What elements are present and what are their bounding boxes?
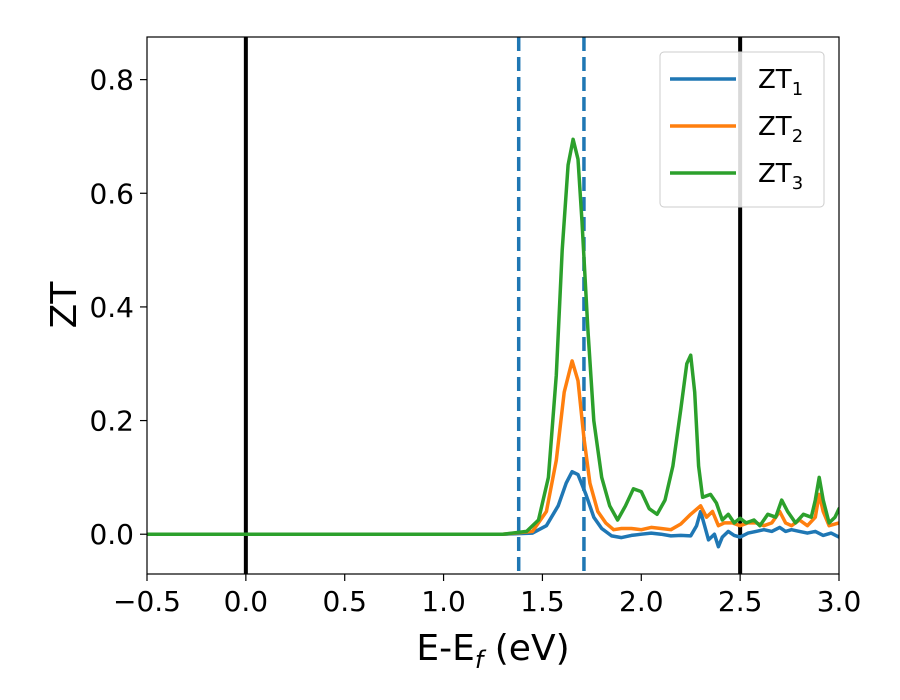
y-tick-label: 0.6 — [89, 177, 134, 210]
x-tick-label: 2.5 — [718, 585, 763, 618]
legend-label-zt3: ZT3 — [758, 159, 803, 194]
x-tick-label: 3.0 — [817, 585, 862, 618]
y-axis-label: ZT — [44, 281, 85, 329]
y-tick-label: 0.8 — [89, 64, 134, 97]
x-axis-ticks: −0.5 0.0 0.5 1.0 1.5 2.0 2.5 3.0 — [113, 574, 861, 618]
y-tick-label: 0.2 — [89, 405, 134, 438]
x-tick-label: −0.5 — [113, 585, 181, 618]
series-line-zt3 — [147, 137, 839, 536]
x-axis-label-main: E-E — [416, 628, 474, 669]
y-tick-label: 0.4 — [89, 291, 134, 324]
x-axis-label-suffix: (eV) — [483, 628, 569, 669]
x-tick-label: 0.0 — [224, 585, 269, 618]
x-tick-label: 1.5 — [520, 585, 565, 618]
y-tick-label: 0.0 — [89, 518, 134, 551]
y-axis-ticks: 0.0 0.2 0.4 0.6 0.8 — [89, 64, 147, 551]
plot-frame — [146, 36, 840, 575]
series-line-zt1 — [147, 469, 839, 549]
legend-label-zt2: ZT2 — [758, 112, 803, 147]
x-tick-label: 2.0 — [619, 585, 664, 618]
x-tick-label: 1.0 — [421, 585, 466, 618]
legend: ZT1 ZT2 ZT3 — [659, 51, 825, 208]
x-axis-label: E-Ef (eV) — [416, 628, 569, 674]
series-lines — [147, 137, 839, 549]
x-tick-label: 0.5 — [322, 585, 367, 618]
series-line-zt2 — [147, 359, 839, 536]
legend-box — [659, 51, 825, 208]
legend-label-zt1: ZT1 — [758, 65, 803, 100]
